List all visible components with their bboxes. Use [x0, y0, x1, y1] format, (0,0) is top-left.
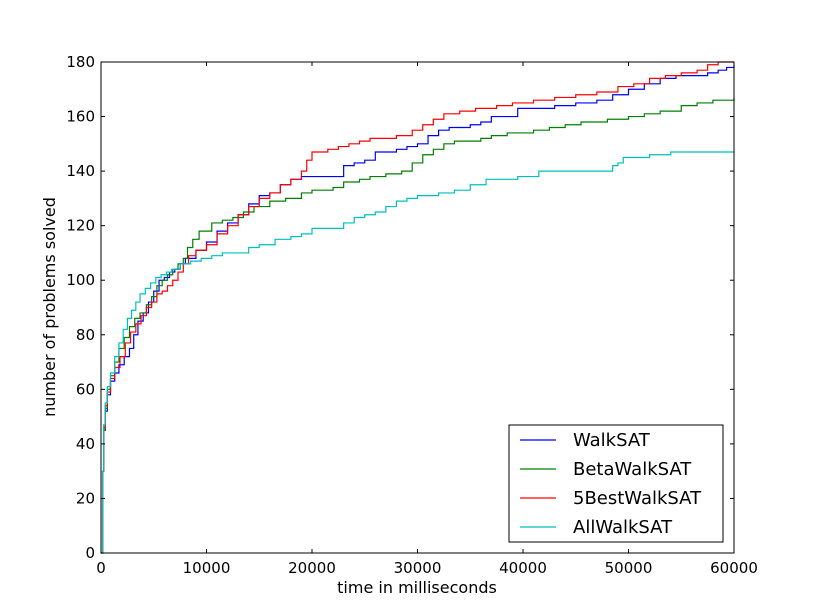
x-tick-label-4: 40000	[499, 559, 547, 577]
legend-label-2: 5BestWalkSAT	[573, 488, 702, 509]
legend-label-3: AllWalkSAT	[573, 517, 673, 538]
x-tick-label-3: 30000	[394, 559, 442, 577]
y-tick-label-6: 120	[66, 217, 95, 235]
legend: WalkSAT BetaWalkSAT 5BestWalkSAT AllWalkSAT	[508, 424, 724, 543]
x-tick-label-1: 10000	[183, 559, 231, 577]
y-tick-label-4: 80	[76, 326, 95, 344]
y-tick-label-5: 100	[66, 271, 95, 289]
y-tick-label-7: 140	[66, 162, 95, 180]
x-tick-label-2: 20000	[288, 559, 336, 577]
y-axis-label: number of problems solved	[40, 197, 59, 417]
series-layer	[101, 61, 735, 554]
series-line-2	[101, 61, 734, 554]
legend-label-0: WalkSAT	[573, 430, 651, 451]
ticks-layer: 0 10000 20000 30000 40000 50000 60000 0 20 40 60 80…	[66, 53, 758, 577]
y-tick-label-0: 0	[85, 544, 95, 562]
y-tick-label-9: 180	[66, 53, 95, 71]
x-tick-label-5: 50000	[605, 559, 653, 577]
y-tick-label-1: 20	[76, 489, 95, 507]
series-line-3	[101, 151, 734, 554]
y-tick-label-2: 40	[76, 435, 95, 453]
legend-frame	[508, 424, 724, 543]
y-tick-label-8: 160	[66, 108, 95, 126]
x-tick-label-6: 60000	[710, 559, 758, 577]
x-axis-label: time in milliseconds	[337, 578, 497, 597]
legend-label-1: BetaWalkSAT	[573, 459, 692, 480]
y-tick-label-3: 60	[76, 380, 95, 398]
x-tick-label-0: 0	[96, 559, 106, 577]
series-line-1	[101, 97, 735, 554]
